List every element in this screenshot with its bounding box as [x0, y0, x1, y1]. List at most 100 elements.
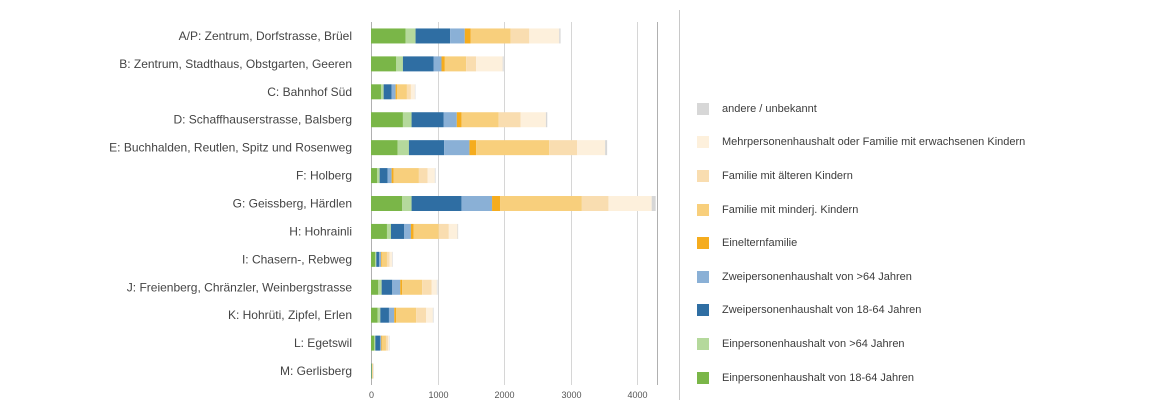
legend-item[interactable]: Einpersonenhaushalt von >64 Jahren: [697, 327, 1025, 361]
category-label: I: Chasern-, Rebweg: [242, 252, 352, 266]
bar-segment: [380, 307, 389, 323]
x-tick-label: 1000: [428, 390, 448, 400]
bar-segment: [392, 279, 401, 295]
category-label: F: Holberg: [296, 169, 352, 183]
bar-segment: [476, 56, 503, 72]
bar-segment: [371, 168, 377, 184]
bar-segment: [411, 112, 444, 128]
bar-segment: [396, 307, 417, 323]
bar-segment: [371, 28, 406, 44]
category-label: L: Egetswil: [294, 336, 352, 350]
bar-segment: [464, 28, 471, 44]
bar-segment: [410, 223, 414, 239]
legend-label: Mehrpersonenhaushalt oder Familie mit er…: [722, 136, 1026, 149]
legend-swatch: [697, 136, 709, 149]
legend-item[interactable]: Einelternfamilie: [697, 226, 1025, 260]
bar-segment: [400, 279, 403, 295]
bar-segment: [392, 251, 393, 267]
legend-item[interactable]: Einpersonenhaushalt von 18-64 Jahren: [697, 361, 1025, 395]
legend-label: andere / unbekannt: [722, 102, 817, 115]
bar-segment: [461, 112, 499, 128]
legend-item[interactable]: Familie mit minderj. Kindern: [697, 193, 1025, 227]
bar-segment: [441, 56, 445, 72]
legend-item[interactable]: Mehrpersonenhaushalt oder Familie mit er…: [697, 126, 1025, 160]
bar-segment: [381, 335, 386, 351]
category-label: C: Bahnhof Süd: [267, 85, 352, 99]
legend-label: Familie mit älteren Kindern: [722, 169, 853, 182]
bar-segment: [402, 279, 423, 295]
bar-segment: [500, 196, 582, 211]
legend-swatch: [697, 102, 709, 115]
bar-segment: [391, 168, 394, 184]
legend-label: Einpersonenhaushalt von >64 Jahren: [722, 337, 905, 350]
legend-label: Zweipersonenhaushalt von >64 Jahren: [722, 270, 912, 283]
legend-swatch: [697, 237, 709, 250]
bar-segment: [466, 56, 477, 72]
legend-label: Familie mit minderj. Kindern: [722, 203, 859, 216]
bar-segment: [397, 140, 409, 156]
bar-segment: [371, 112, 403, 128]
bar-segment: [395, 84, 397, 100]
x-tick-label: 0: [369, 390, 374, 400]
bar-segment: [383, 84, 392, 100]
bar-segment: [450, 28, 465, 44]
bar-segment: [456, 112, 462, 128]
bar-segment: [371, 363, 372, 379]
bar-segment: [444, 56, 467, 72]
legend-item[interactable]: Zweipersonenhaushalt von 18-64 Jahren: [697, 294, 1025, 328]
bar-segment: [402, 112, 412, 128]
bar-segment: [402, 196, 412, 211]
bar-segment: [418, 168, 428, 184]
bar-segment: [373, 363, 374, 379]
bar-segment: [404, 223, 411, 239]
legend-item[interactable]: Familie mit älteren Kindern: [697, 159, 1025, 193]
bar-segment: [520, 112, 546, 128]
bar-segment: [405, 28, 416, 44]
x-tick-labels: 0 1000 2000 3000 4000: [369, 390, 648, 400]
bar-segment: [545, 112, 548, 128]
bar-segment: [371, 140, 398, 156]
legend-swatch: [697, 337, 709, 350]
bar-segment: [438, 223, 449, 239]
bar-segment: [605, 140, 608, 156]
bar-segment: [498, 112, 521, 128]
bar-segment: [443, 112, 457, 128]
bar-segment: [381, 335, 382, 351]
bar-segment: [427, 168, 435, 184]
legend: andere / unbekannt Mehrpersonenhaushalt …: [697, 92, 1025, 394]
bar-segment: [387, 335, 389, 351]
bar-segment: [372, 363, 374, 379]
bar-segment: [386, 251, 390, 267]
bar-segment: [371, 279, 379, 295]
bar-segment: [444, 140, 470, 156]
bar-segment: [651, 196, 656, 211]
bar-segment: [608, 196, 652, 211]
legend-item[interactable]: andere / unbekannt: [697, 92, 1025, 126]
bar-segment: [492, 196, 501, 211]
bar-segment: [549, 140, 578, 156]
bar-segment: [510, 28, 530, 44]
bar-segment: [374, 335, 376, 351]
bar-segment: [375, 335, 380, 351]
stacked-bar-chart: A/P: Zentrum, Dorfstrasse, Brüel B: Zentr…: [109, 22, 658, 400]
bar-segment: [432, 307, 434, 323]
bar-segment: [457, 223, 459, 239]
bar-segment: [436, 279, 438, 295]
bar-segment: [380, 84, 384, 100]
bar-segment: [431, 279, 437, 295]
bar-segment: [413, 223, 439, 239]
bar-segment: [379, 335, 382, 351]
bar-segment: [371, 335, 375, 351]
x-tick-label: 4000: [627, 390, 647, 400]
bar-segment: [380, 251, 382, 267]
bar-segment: [389, 251, 393, 267]
bar-segment: [461, 196, 493, 211]
bar-segment: [387, 168, 392, 184]
bar-segment: [559, 28, 561, 44]
panel-divider: [679, 10, 680, 400]
bar-segment: [390, 223, 405, 239]
bar-segment: [377, 307, 381, 323]
legend-item[interactable]: Zweipersonenhaushalt von >64 Jahren: [697, 260, 1025, 294]
bar-segment: [374, 251, 377, 267]
bar-segment: [434, 168, 436, 184]
